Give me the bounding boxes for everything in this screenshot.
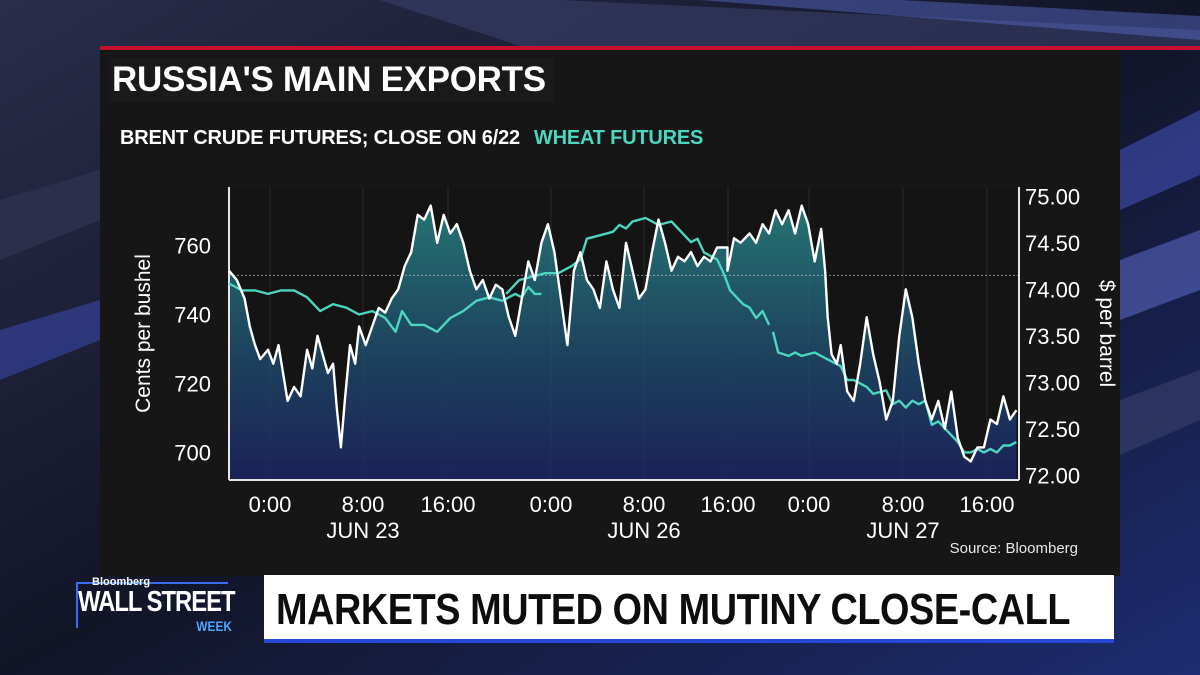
y-right-tick-label: 72.50 [1025, 417, 1080, 442]
logo-show-suffix: WEEK [196, 618, 232, 634]
x-tick-label: 16:00 [420, 492, 475, 517]
x-tick-label: 16:00 [959, 492, 1014, 517]
source-note: Source: Bloomberg [949, 540, 1078, 557]
headline-banner: MARKETS MUTED ON MUTINY CLOSE-CALL [264, 575, 1114, 643]
page-title: RUSSIA'S MAIN EXPORTS [108, 58, 554, 102]
logo-frame-top [76, 582, 228, 584]
x-tick-label: 0:00 [530, 492, 573, 517]
x-tick-label: 8:00 [882, 492, 925, 517]
legend-wheat: WHEAT FUTURES [533, 127, 704, 149]
y-right-tick-label: 72.00 [1025, 463, 1080, 488]
legend-crude: BRENT CRUDE FUTURES; CLOSE ON 6/22 [120, 127, 520, 149]
x-date-label: JUN 26 [607, 518, 680, 543]
logo-show-name: WALL STREET [78, 586, 236, 618]
x-tick-label: 8:00 [342, 492, 385, 517]
x-date-label: JUN 27 [866, 518, 939, 543]
wheat-line-segment [771, 331, 1017, 454]
y-left-tick-label: 700 [174, 440, 211, 465]
y-left-tick-label: 740 [174, 303, 211, 328]
chart-subtitle: BRENT CRUDE FUTURES; CLOSE ON 6/22 WHEAT … [120, 126, 703, 150]
y-left-axis-title: Cents per bushel [132, 254, 155, 413]
x-tick-label: 8:00 [623, 492, 666, 517]
x-date-label: JUN 23 [326, 518, 399, 543]
x-tick-label: 0:00 [249, 492, 292, 517]
y-right-tick-label: 74.50 [1025, 231, 1080, 256]
headline-text: MARKETS MUTED ON MUTINY CLOSE-CALL [276, 585, 1071, 634]
y-right-tick-label: 75.00 [1025, 184, 1080, 209]
logo-network: Bloomberg [92, 576, 151, 588]
show-logo: Bloomberg WALL STREET WEEK [76, 576, 236, 634]
y-right-tick-label: 73.50 [1025, 324, 1080, 349]
line-chart: 700 720 740 760 72.00 72.50 73.00 73.50 74.00 74.… [132, 184, 1118, 543]
x-tick-label: 0:00 [788, 492, 831, 517]
logo-frame-left [76, 582, 78, 628]
crude-area [229, 205, 1017, 480]
crude-line [228, 204, 1018, 463]
y-right-tick-label: 74.00 [1025, 277, 1080, 302]
wheat-line-segment [228, 282, 542, 333]
y-right-tick-label: 73.00 [1025, 370, 1080, 395]
y-right-axis-title: $ per barrel [1095, 280, 1118, 387]
y-left-tick-label: 720 [174, 371, 211, 396]
accent-red-line [100, 46, 1200, 50]
y-left-tick-label: 760 [174, 234, 211, 259]
wheat-line-segment [505, 216, 771, 326]
x-tick-label: 16:00 [700, 492, 755, 517]
